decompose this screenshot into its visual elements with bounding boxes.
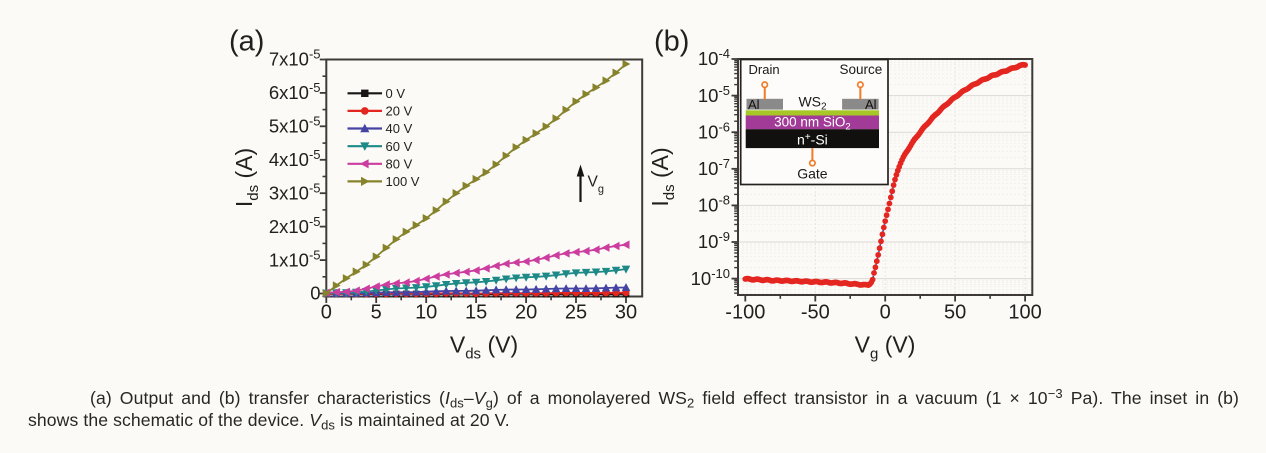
svg-text:-100: -100 bbox=[725, 302, 765, 324]
svg-text:10: 10 bbox=[415, 302, 437, 324]
svg-text:Vg: Vg bbox=[588, 174, 604, 196]
svg-text:1x10-5: 1x10-5 bbox=[269, 247, 321, 270]
svg-text:10-8: 10-8 bbox=[698, 193, 730, 216]
svg-text:n+-Si: n+-Si bbox=[797, 131, 828, 147]
svg-text:300 nm SiO2: 300 nm SiO2 bbox=[774, 115, 851, 133]
svg-text:0: 0 bbox=[880, 302, 891, 324]
svg-text:2x10-5: 2x10-5 bbox=[269, 214, 321, 237]
svg-text:100: 100 bbox=[1008, 302, 1041, 324]
svg-text:20: 20 bbox=[515, 302, 537, 324]
svg-text:10-10: 10-10 bbox=[691, 266, 730, 289]
svg-text:10-9: 10-9 bbox=[698, 229, 730, 252]
svg-text:10-5: 10-5 bbox=[698, 83, 730, 106]
svg-text:15: 15 bbox=[465, 302, 487, 324]
svg-text:Ids (A): Ids (A) bbox=[231, 148, 262, 207]
svg-text:10-6: 10-6 bbox=[698, 119, 730, 142]
svg-text:7x10-5: 7x10-5 bbox=[269, 47, 321, 70]
svg-text:Vds (V): Vds (V) bbox=[450, 332, 518, 363]
svg-text:0: 0 bbox=[321, 302, 332, 324]
svg-text:0: 0 bbox=[310, 283, 320, 304]
svg-text:Ids (A): Ids (A) bbox=[647, 147, 678, 206]
svg-text:Vg (V): Vg (V) bbox=[855, 332, 916, 363]
svg-text:0 V: 0 V bbox=[386, 86, 406, 101]
svg-text:(a): (a) bbox=[229, 26, 264, 58]
svg-text:80 V: 80 V bbox=[386, 156, 413, 171]
svg-text:30: 30 bbox=[615, 302, 637, 324]
svg-text:60 V: 60 V bbox=[386, 139, 413, 154]
svg-text:4x10-5: 4x10-5 bbox=[269, 147, 321, 170]
svg-text:10-7: 10-7 bbox=[698, 156, 730, 179]
svg-text:Al: Al bbox=[865, 97, 877, 112]
svg-text:3x10-5: 3x10-5 bbox=[269, 180, 321, 203]
svg-text:40 V: 40 V bbox=[386, 121, 413, 136]
svg-text:Gate: Gate bbox=[797, 166, 828, 182]
svg-text:50: 50 bbox=[944, 302, 966, 324]
svg-text:100 V: 100 V bbox=[386, 174, 420, 189]
svg-text:(b): (b) bbox=[654, 26, 689, 58]
svg-text:Al: Al bbox=[748, 97, 760, 112]
svg-text:Drain: Drain bbox=[749, 62, 780, 77]
svg-text:WS2: WS2 bbox=[798, 94, 827, 113]
svg-text:Source: Source bbox=[840, 62, 883, 77]
svg-text:6x10-5: 6x10-5 bbox=[269, 80, 321, 103]
svg-text:5x10-5: 5x10-5 bbox=[269, 114, 321, 137]
svg-text:20 V: 20 V bbox=[386, 104, 413, 119]
svg-text:-50: -50 bbox=[801, 302, 830, 324]
svg-text:5: 5 bbox=[371, 302, 382, 324]
svg-text:10-4: 10-4 bbox=[698, 46, 730, 69]
svg-text:25: 25 bbox=[565, 302, 587, 324]
